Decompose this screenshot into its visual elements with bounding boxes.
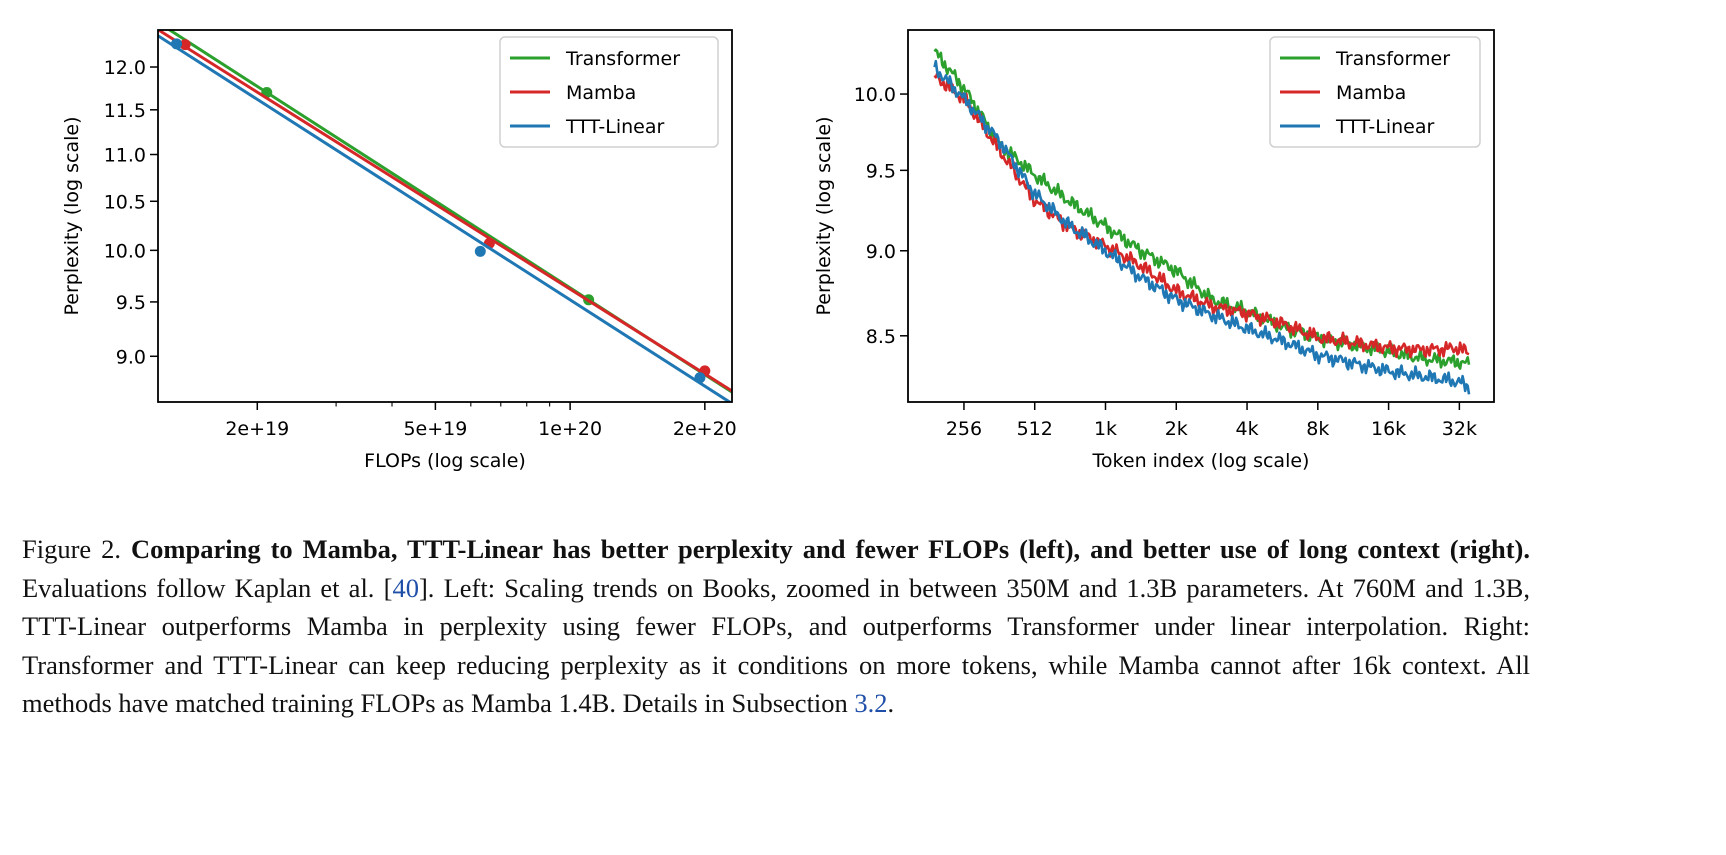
- legend: Transformer Mamba TTT-Linear: [1269, 36, 1481, 148]
- y-tick-label: 12.0: [104, 57, 146, 79]
- citation-link[interactable]: 40: [392, 572, 419, 603]
- data-point-ttt-linear: [474, 245, 486, 257]
- y-tick-label: 9.5: [866, 160, 896, 182]
- legend-label: Mamba: [1336, 82, 1406, 104]
- x-tick-label: 256: [946, 418, 982, 440]
- y-tick-label: 9.0: [866, 241, 896, 263]
- x-tick-label: 16k: [1371, 418, 1406, 440]
- x-axis-label: FLOPs (log scale): [364, 450, 526, 472]
- legend-label: Mamba: [566, 82, 636, 104]
- caption-text: Evaluations follow Kaplan et al. [: [22, 572, 393, 603]
- series-line-transformer: [933, 48, 1471, 370]
- data-point-mamba: [179, 39, 191, 51]
- x-tick-label: 8k: [1306, 418, 1329, 440]
- legend-box: [499, 36, 719, 148]
- legend-label: TTT-Linear: [1335, 116, 1435, 138]
- data-point-ttt-linear: [171, 38, 183, 50]
- x-tick-label: 32k: [1442, 418, 1477, 440]
- legend-label: Transformer: [1335, 48, 1450, 70]
- plot-area: [158, 30, 732, 402]
- legend-label: TTT-Linear: [565, 116, 665, 138]
- x-axis-label: Token index (log scale): [1092, 450, 1310, 472]
- series-line-ttt-linear: [158, 33, 732, 402]
- y-tick-label: 9.0: [116, 346, 146, 368]
- legend-label: Transformer: [565, 48, 680, 70]
- x-tick-label: 1k: [1094, 418, 1117, 440]
- x-tick-label: 1e+20: [538, 418, 602, 440]
- series-line-mamba: [158, 30, 732, 393]
- y-tick-label: 8.5: [866, 326, 896, 348]
- plot-area: [933, 48, 1471, 395]
- x-tick-label: 512: [1017, 418, 1053, 440]
- figure-caption: Figure 2. Comparing to Mamba, TTT-Linear…: [22, 530, 1530, 723]
- y-tick-label: 10.0: [854, 84, 896, 106]
- x-tick-label: 2e+19: [225, 418, 289, 440]
- y-tick-label: 9.5: [116, 292, 146, 314]
- axes-frame: [907, 29, 1495, 403]
- y-tick-label: 10.5: [104, 191, 146, 213]
- long-context-chart: 256 512 1k 2k 4k 8k 16k 32k 10.0 9.5 9.0 8.5 Token i…: [813, 29, 1495, 472]
- figure-charts: 2e+19 5e+19 1e+20 2e+20 12.0 11.5 11.0 10.5 10.0…: [61, 29, 1495, 472]
- y-tick-label: 10.0: [104, 240, 146, 262]
- x-tick-label: 5e+19: [403, 418, 467, 440]
- caption-text: ]. Left: Scaling trends on Books, zoomed…: [22, 572, 1530, 719]
- series-line-mamba: [933, 72, 1470, 359]
- subsection-link[interactable]: 3.2: [854, 688, 888, 718]
- x-tick-label: 2k: [1165, 418, 1188, 440]
- caption-label: Figure 2.: [22, 534, 122, 564]
- x-tick-label: 4k: [1235, 418, 1258, 440]
- caption-text: .: [887, 688, 895, 718]
- series-line-ttt-linear: [933, 59, 1471, 395]
- data-point-ttt-linear: [694, 372, 706, 384]
- caption-bold-summary: Comparing to Mamba, TTT-Linear has bette…: [131, 534, 1531, 564]
- legend: Transformer Mamba TTT-Linear: [499, 36, 719, 148]
- x-tick-label: 2e+20: [673, 418, 737, 440]
- axes-frame: [157, 29, 733, 403]
- y-axis-label: Perplexity (log scale): [61, 116, 83, 315]
- y-tick-label: 11.0: [104, 145, 146, 167]
- y-axis-label: Perplexity (log scale): [813, 116, 835, 315]
- y-tick-label: 11.5: [104, 100, 146, 122]
- legend-box: [1269, 36, 1481, 148]
- scaling-chart: 2e+19 5e+19 1e+20 2e+20 12.0 11.5 11.0 10.5 10.0…: [61, 29, 737, 472]
